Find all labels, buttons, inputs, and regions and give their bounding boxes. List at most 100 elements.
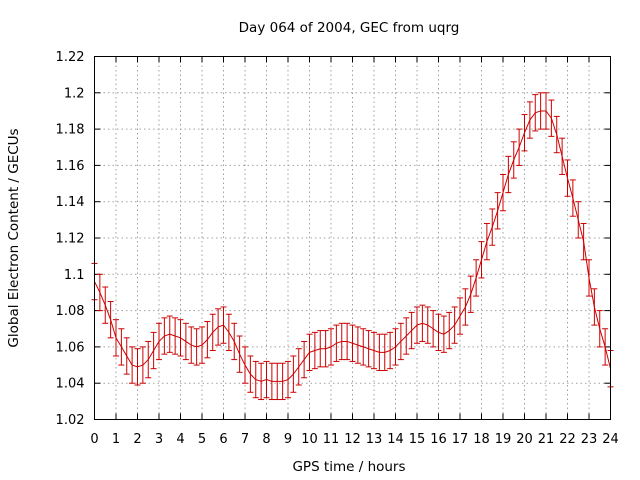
- error-bar: [220, 306, 227, 344]
- x-tick-label: 19: [495, 432, 512, 447]
- error-bar: [575, 201, 582, 239]
- error-bar: [215, 308, 222, 346]
- error-bar: [548, 99, 555, 137]
- y-tick-label: 1.18: [56, 123, 85, 138]
- error-bar: [268, 362, 275, 401]
- plot-frame: [94, 56, 611, 420]
- error-bar: [500, 173, 506, 212]
- error-bar: [354, 326, 361, 364]
- error-bar: [371, 331, 377, 370]
- error-bar: [392, 328, 399, 366]
- error-bar: [290, 355, 297, 393]
- y-tick-label: 1.12: [56, 232, 85, 247]
- error-bar: [489, 208, 496, 246]
- error-bar: [145, 340, 152, 379]
- error-bar: [166, 315, 173, 353]
- error-bar: [113, 319, 119, 357]
- x-tick-label: 0: [90, 432, 98, 447]
- x-axis: 0 1 2 3 4 5 6 7 8 9 10 11 12 13 14 15 16 17 18 19 20 21 22 23 24: [90, 56, 619, 447]
- error-bar: [602, 328, 609, 366]
- error-bar: [129, 346, 136, 384]
- error-bar: [467, 275, 474, 313]
- error-bar: [510, 141, 517, 179]
- error-bar: [182, 322, 189, 361]
- error-bar: [419, 304, 426, 342]
- error-bar: [446, 311, 453, 350]
- error-bar: [172, 317, 179, 355]
- x-tick-label: 14: [387, 432, 404, 447]
- error-bar: [494, 192, 501, 230]
- error-bar: [580, 222, 587, 261]
- error-bar: [414, 306, 420, 344]
- y-tick-label: 1.06: [56, 340, 85, 355]
- error-bar: [451, 306, 458, 344]
- x-tick-label: 10: [301, 432, 318, 447]
- y-tick-label: 1.14: [56, 195, 85, 210]
- error-bar: [231, 322, 238, 361]
- error-bar: [569, 179, 576, 217]
- y-tick-label: 1.08: [56, 304, 85, 319]
- x-tick-label: 16: [430, 432, 447, 447]
- error-bar: [424, 306, 431, 344]
- error-bar: [188, 326, 195, 364]
- chart-title: Day 064 of 2004, GEC from uqrg: [239, 20, 460, 36]
- error-bar: [483, 222, 490, 261]
- x-tick-label: 12: [344, 432, 361, 447]
- x-tick-label: 24: [602, 432, 619, 447]
- error-bar: [96, 273, 103, 312]
- x-tick-label: 4: [176, 432, 184, 447]
- x-tick-label: 8: [262, 432, 270, 447]
- y-tick-label: 1.16: [56, 159, 85, 174]
- error-bar: [247, 355, 254, 393]
- y-tick-label: 1.04: [56, 377, 85, 392]
- error-bar: [199, 326, 205, 364]
- series-layer: [91, 92, 614, 401]
- error-bar: [360, 328, 367, 366]
- y-tick-label: 1.02: [56, 413, 85, 428]
- error-bar: [505, 155, 512, 194]
- error-bar: [322, 330, 329, 368]
- error-bar: [328, 328, 334, 366]
- error-bar: [365, 330, 372, 368]
- error-bar: [150, 331, 157, 370]
- x-axis-label: GPS time / hours: [292, 459, 405, 475]
- error-bar: [349, 324, 356, 362]
- error-bar: [559, 137, 566, 175]
- error-bar: [430, 310, 437, 348]
- error-bar: [376, 333, 383, 371]
- error-bar: [263, 360, 270, 399]
- error-bar: [440, 315, 447, 353]
- error-bar: [139, 346, 146, 384]
- error-bar: [473, 259, 480, 297]
- error-bar: [258, 362, 265, 401]
- grid: [94, 56, 611, 420]
- error-bar: [408, 311, 415, 350]
- error-bar: [311, 331, 318, 370]
- x-tick-label: 11: [323, 432, 340, 447]
- x-tick-label: 23: [581, 432, 598, 447]
- error-bar: [516, 128, 523, 166]
- x-tick-label: 21: [538, 432, 555, 447]
- error-bar: [457, 297, 463, 335]
- y-tick-label: 1.1: [64, 268, 85, 283]
- error-bar: [403, 317, 410, 355]
- x-tick-label: 2: [133, 432, 141, 447]
- error-bar: [532, 94, 539, 132]
- error-bar: [478, 241, 485, 279]
- x-tick-label: 3: [155, 432, 163, 447]
- x-tick-label: 5: [198, 432, 206, 447]
- error-bar: [596, 310, 603, 348]
- y-tick-label: 1.2: [64, 86, 85, 101]
- error-bar: [161, 317, 168, 355]
- x-tick-label: 6: [219, 432, 227, 447]
- error-bar: [397, 322, 404, 361]
- x-tick-label: 18: [473, 432, 490, 447]
- error-bar: [156, 322, 162, 361]
- error-bar: [387, 331, 394, 370]
- error-bar: [204, 320, 211, 359]
- error-bar: [279, 362, 286, 401]
- x-tick-label: 9: [284, 432, 292, 447]
- error-bar: [306, 333, 313, 371]
- error-bar: [274, 362, 281, 401]
